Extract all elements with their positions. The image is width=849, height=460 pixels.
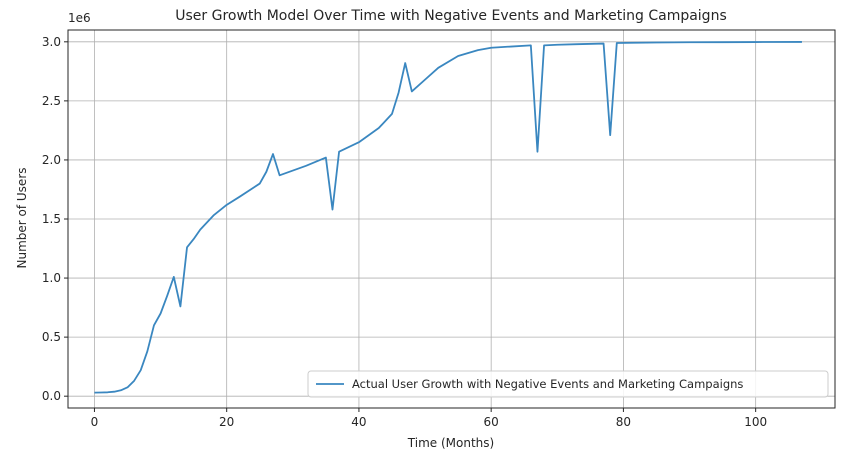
x-axis-ticks: 0 20 40 60 80 100 <box>91 408 767 429</box>
x-tick-label: 20 <box>219 415 234 429</box>
x-tick-label: 40 <box>351 415 366 429</box>
chart-title: User Growth Model Over Time with Negativ… <box>175 8 727 24</box>
legend-box <box>307 370 829 398</box>
y-tick-label: 3.0 <box>42 35 61 49</box>
grid-lines <box>68 30 835 408</box>
legend-entry-label: Actual User Growth with Negative Events … <box>352 377 743 391</box>
y-tick-label: 0.5 <box>42 330 61 344</box>
series-line <box>94 41 802 394</box>
y-axis-ticks: 0.0 0.5 1.0 1.5 2.0 2.5 3.0 <box>42 35 68 403</box>
y-tick-label: 2.5 <box>42 94 61 108</box>
x-tick-label: 100 <box>744 415 767 429</box>
legend: Actual User Growth with Negative Events … <box>307 370 829 398</box>
y-axis-label: Number of Users <box>15 167 29 268</box>
x-tick-label: 0 <box>91 415 99 429</box>
x-tick-label: 60 <box>484 415 499 429</box>
x-axis-label: Time (Months) <box>407 436 494 450</box>
y-tick-label: 0.0 <box>42 389 61 403</box>
y-tick-label: 1.0 <box>42 271 61 285</box>
y-tick-label: 2.0 <box>42 153 61 167</box>
x-tick-label: 80 <box>616 415 631 429</box>
series-group <box>94 41 802 394</box>
y-tick-label: 1.5 <box>42 212 61 226</box>
y-axis-offset-label: 1e6 <box>68 11 91 25</box>
